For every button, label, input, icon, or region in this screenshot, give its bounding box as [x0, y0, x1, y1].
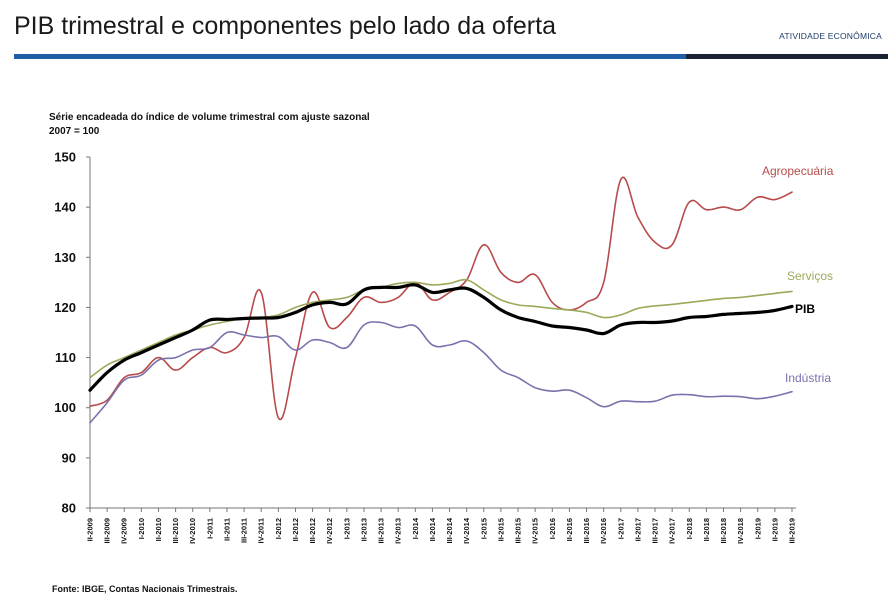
x-tick-label: I-2010 — [137, 518, 146, 539]
y-tick-label: 100 — [54, 400, 76, 415]
series-line-industria — [89, 321, 793, 424]
y-tick-label: 130 — [54, 250, 76, 265]
x-tick-label: I-2019 — [753, 518, 762, 539]
x-tick-label: IV-2014 — [462, 517, 471, 544]
x-tick-label: II-2018 — [702, 518, 711, 541]
series-label-industria: Indústria — [785, 371, 831, 385]
x-tick-label: IV-2011 — [257, 518, 266, 543]
x-tick-label: III-2011 — [240, 518, 249, 543]
x-tick-label: I-2014 — [411, 517, 420, 539]
x-tick-label: IV-2017 — [668, 518, 677, 544]
x-tick-label: IV-2015 — [531, 518, 540, 544]
x-tick-label: I-2016 — [548, 518, 557, 539]
x-tick-label: III-2018 — [719, 518, 728, 543]
x-tick-label: II-2012 — [291, 518, 300, 541]
x-tick-label: I-2015 — [479, 518, 488, 539]
x-tick-label: I-2011 — [205, 518, 214, 539]
x-tick-label: III-2013 — [377, 518, 386, 543]
series-label-pib: PIB — [795, 302, 815, 316]
y-tick-label: 120 — [54, 300, 76, 315]
y-tick-label: 140 — [54, 200, 76, 215]
x-tick-label: III-2019 — [788, 518, 797, 543]
series-label-agro: Agropecuária — [762, 164, 834, 178]
x-tick-label: I-2018 — [685, 518, 694, 539]
y-tick-label: 90 — [62, 450, 76, 465]
x-tick-label: I-2012 — [274, 518, 283, 539]
section-label: ATIVIDADE ECONÔMICA — [779, 31, 882, 41]
series-line-pib — [88, 283, 794, 392]
x-tick-label: IV-2012 — [325, 518, 334, 544]
chart-subtitle-line2: 2007 = 100 — [49, 126, 100, 137]
x-tick-label: II-2016 — [565, 518, 574, 541]
x-tick-label: IV-2013 — [394, 518, 403, 544]
x-tick-label: III-2014 — [445, 517, 454, 543]
source-note: Fonte: IBGE, Contas Nacionais Trimestrai… — [52, 584, 238, 594]
series-line-agro — [89, 176, 793, 421]
chart-subtitle-line1: Série encadeada do índice de volume trim… — [49, 112, 370, 123]
series-line-servicos — [89, 278, 793, 379]
x-tick-label: III-2015 — [514, 518, 523, 543]
x-tick-label: II-2019 — [770, 518, 779, 541]
x-tick-label: I-2013 — [342, 518, 351, 539]
x-tick-label: III-2009 — [103, 518, 112, 543]
x-tick-label: III-2016 — [582, 518, 591, 543]
x-tick-label: II-2009 — [86, 518, 95, 541]
page-title: PIB trimestral e componentes pelo lado d… — [14, 12, 556, 40]
x-tick-label: III-2017 — [651, 518, 660, 543]
x-tick-label: IV-2010 — [188, 518, 197, 544]
header-dark-bar — [686, 54, 888, 59]
y-tick-label: 150 — [54, 150, 76, 165]
x-tick-label: III-2012 — [308, 518, 317, 543]
x-tick-label: II-2017 — [633, 518, 642, 541]
chart-subtitle: Série encadeada do índice de volume trim… — [49, 111, 370, 139]
x-tick-label: II-2011 — [222, 518, 231, 541]
x-tick-label: I-2017 — [616, 518, 625, 539]
y-tick-label: 110 — [55, 350, 76, 365]
x-tick-label: IV-2018 — [736, 518, 745, 544]
x-tick-label: III-2010 — [171, 518, 180, 543]
x-tick-label: IV-2009 — [120, 518, 129, 544]
x-tick-label: IV-2016 — [599, 518, 608, 544]
x-tick-label: II-2010 — [154, 518, 163, 541]
x-tick-label: II-2014 — [428, 517, 437, 541]
x-tick-label: II-2015 — [496, 518, 505, 541]
header-accent-bar — [14, 54, 686, 59]
series-label-servicos: Serviços — [787, 269, 833, 283]
y-tick-label: 80 — [62, 501, 76, 516]
x-tick-label: II-2013 — [359, 518, 368, 541]
